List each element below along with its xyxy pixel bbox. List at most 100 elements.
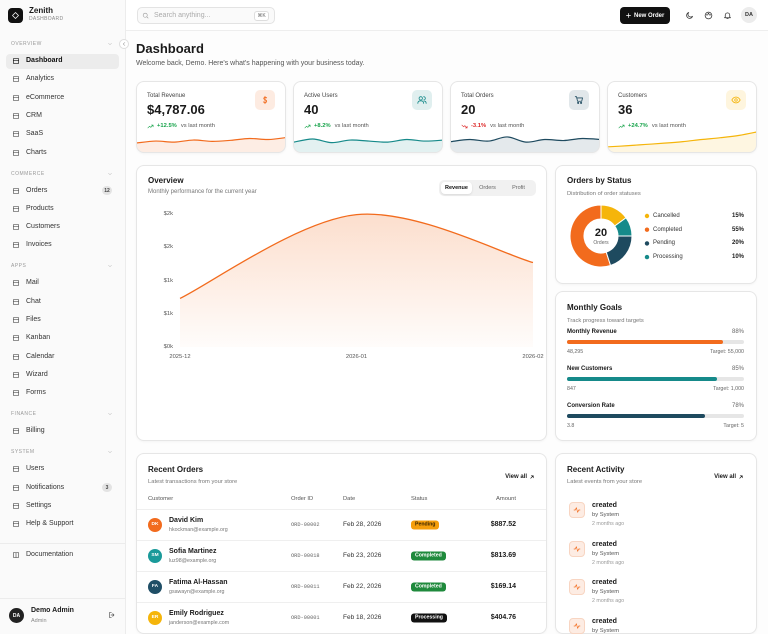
new-order-button[interactable]	[620, 7, 670, 24]
sparkline-area	[294, 138, 442, 152]
stat-change-row: +24.7% vs last month	[628, 121, 748, 131]
icon-part	[108, 43, 112, 45]
nav-item[interactable]: eCommerce	[26, 93, 65, 101]
sidebar-divider	[0, 598, 126, 599]
activity-by: by System	[592, 550, 620, 557]
search-box[interactable]	[137, 7, 275, 24]
nav-item[interactable]: Users	[26, 465, 45, 473]
card-subtitle: Latest transactions from your store	[148, 479, 238, 485]
nav-item[interactable]: Help & Support	[26, 520, 74, 528]
stat-value: 36	[618, 102, 633, 117]
activity-card	[555, 453, 757, 634]
tab[interactable]: Revenue	[445, 185, 468, 191]
icon-part	[13, 335, 19, 342]
nav-icon	[13, 335, 19, 342]
nav-item[interactable]: Calendar	[26, 352, 55, 360]
stat-change: -3.1%	[471, 123, 487, 129]
nav-item[interactable]: Documentation	[26, 551, 74, 558]
nav-item[interactable]: Notifications	[26, 483, 65, 491]
nav-item[interactable]: Products	[26, 204, 54, 212]
order-id: ORD-00002	[291, 522, 320, 528]
icon-part	[734, 98, 738, 102]
icon-part	[123, 42, 125, 46]
stat-icon	[731, 96, 741, 104]
order-id: ORD-00018	[291, 553, 320, 559]
nav-item[interactable]: Mail	[26, 279, 39, 287]
stat-card: Total Revenue $4,787.06 +12.5% vs last mont…	[136, 81, 286, 153]
nav-item[interactable]: Wizard	[26, 370, 48, 378]
stat-icon	[262, 95, 268, 105]
goal-current: 847	[567, 386, 576, 392]
page-title: Dashboard	[136, 41, 204, 56]
order-amount: $813.69	[490, 552, 516, 559]
nav-icon	[13, 521, 19, 528]
nav-item[interactable]: CRM	[26, 111, 42, 119]
trend-icon	[461, 124, 468, 128]
nav-section-title: SYSTEM	[11, 449, 35, 456]
logo	[8, 8, 23, 23]
activity-by: by System	[592, 512, 620, 518]
nav-section-title: OVERVIEW	[11, 41, 42, 47]
nav-item[interactable]: Chat	[26, 297, 41, 305]
tab[interactable]: Profit	[512, 185, 525, 191]
icon-part	[13, 521, 19, 528]
user-initials: DA	[12, 612, 21, 619]
nav-item[interactable]: Invoices	[26, 241, 52, 249]
activity-by: by System	[592, 627, 620, 634]
trend-icon	[304, 124, 311, 128]
tab[interactable]: Orders	[479, 185, 496, 191]
nav-item[interactable]: Billing	[26, 427, 45, 435]
nav-item[interactable]: Dashboard	[26, 57, 63, 64]
icon-part	[13, 76, 19, 83]
nav-item[interactable]: Settings	[26, 501, 52, 509]
status-badge: Completed	[411, 551, 446, 561]
activity-title: created	[592, 617, 617, 625]
view-all[interactable]: View all	[714, 474, 736, 480]
icon-part	[13, 353, 19, 360]
nav-badge-bg	[102, 483, 112, 492]
stat-change-row: +12.5% vs last month	[157, 121, 277, 131]
nav-item[interactable]: Customers	[26, 223, 60, 231]
legend-value: 15%	[731, 213, 744, 219]
nav-icon	[13, 94, 19, 101]
nav-item[interactable]: Forms	[26, 389, 46, 397]
section-chevron	[108, 43, 112, 45]
row-divider	[137, 540, 546, 541]
nav-item[interactable]: Files	[26, 316, 41, 323]
user-role: Admin	[31, 618, 47, 624]
icon-part	[108, 172, 112, 175]
order-amount: $404.76	[490, 614, 516, 621]
nav-active-bg	[6, 53, 119, 69]
customer-initials: DK	[151, 522, 159, 527]
nav-item[interactable]: SaaS	[26, 130, 44, 138]
icon-part	[13, 502, 19, 509]
icon-part	[13, 224, 19, 231]
nav-item[interactable]: Orders	[26, 186, 48, 194]
nav-item[interactable]: Analytics	[26, 75, 55, 83]
view-all[interactable]: View all	[505, 474, 527, 480]
logo-icon	[12, 12, 19, 19]
row-divider	[137, 602, 546, 603]
sparkline	[137, 137, 285, 152]
card-title: Recent Orders	[148, 465, 204, 474]
nav-icon	[13, 242, 19, 249]
nav-item[interactable]: Kanban	[26, 334, 51, 342]
icon-part	[13, 280, 19, 287]
goal-percent: 88%	[731, 329, 744, 335]
x-tick-label: 2026-02	[522, 354, 544, 360]
collapse-button[interactable]	[119, 39, 129, 49]
table-header: Date	[343, 496, 356, 502]
goal-label: Monthly Revenue	[567, 329, 617, 335]
row-divider	[137, 509, 546, 510]
icon-part	[739, 475, 743, 479]
table-header: Order ID	[291, 496, 314, 502]
icon-part	[13, 428, 19, 435]
nav-item[interactable]: Charts	[26, 148, 47, 156]
top-avatar[interactable]	[741, 7, 757, 23]
icon-part	[706, 14, 708, 16]
icon-part	[146, 16, 149, 19]
stat-note: vs last month	[334, 123, 369, 129]
user-avatar	[9, 608, 24, 623]
brand-tagline: DASHBOARD	[29, 16, 64, 22]
customer-email: gsawayn@example.org	[169, 589, 225, 595]
